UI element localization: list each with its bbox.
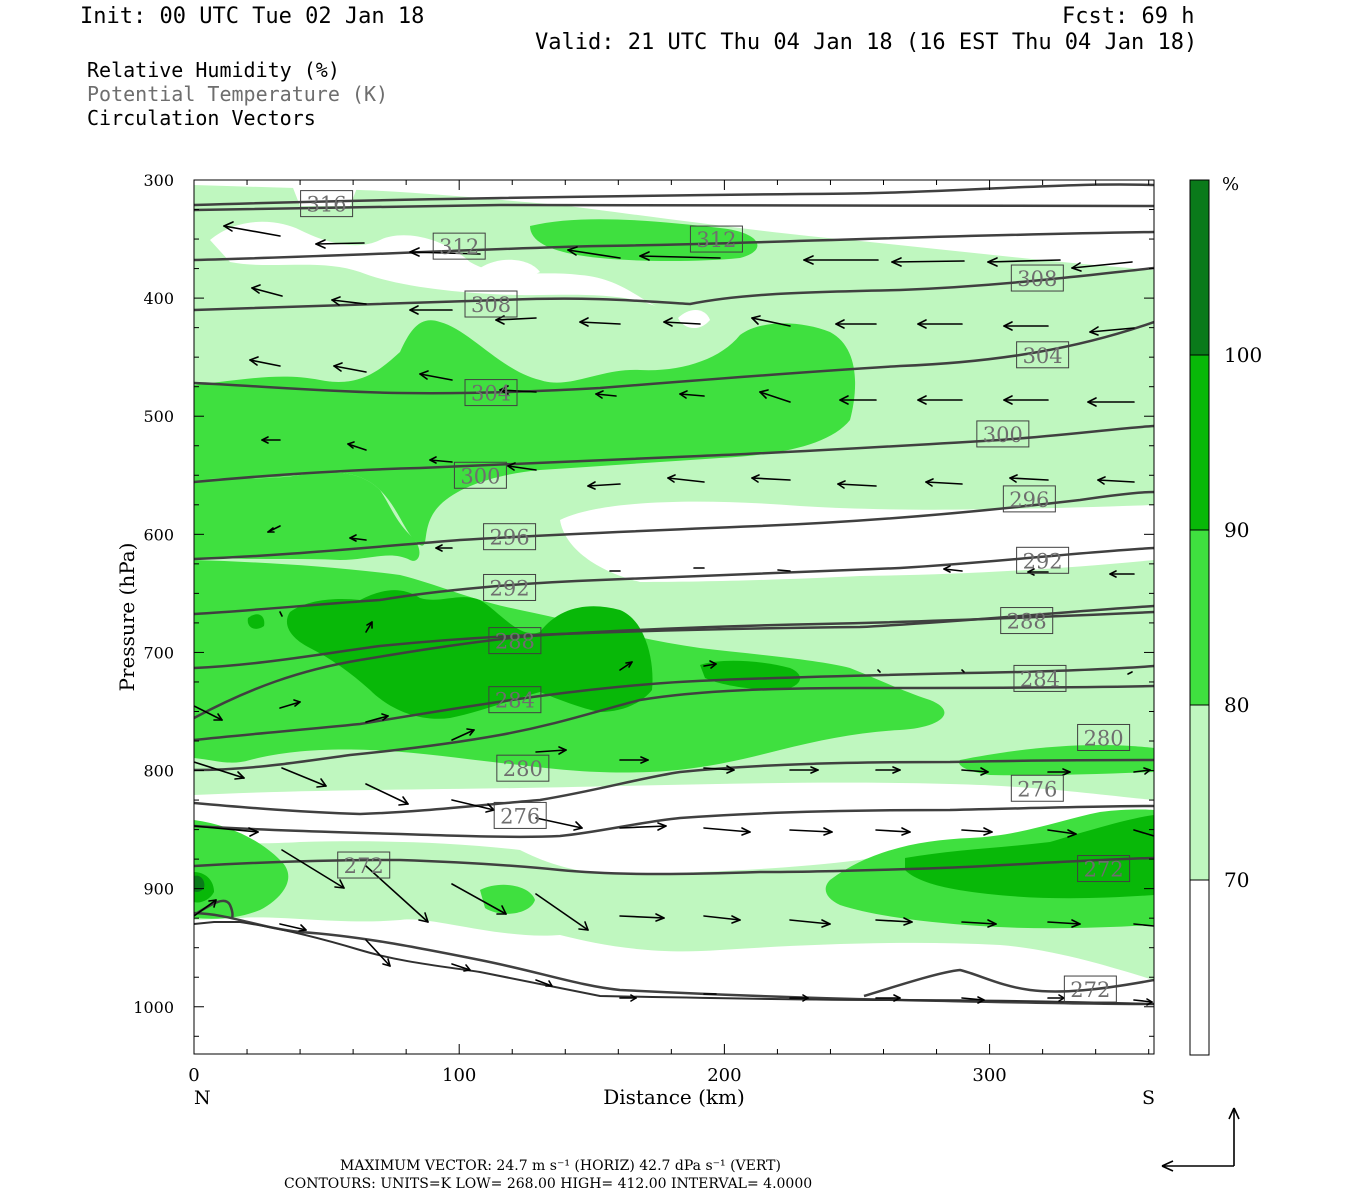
isentrope-label: 296 [490,526,530,550]
isentrope-label: 284 [495,689,535,713]
y-tick-label: 300 [143,171,174,190]
colorbar-label: 80 [1224,693,1249,717]
colorbar-swatch-90-100 [1190,355,1209,530]
valid-time: Valid: 21 UTC Thu 04 Jan 18 (16 EST Thu … [535,30,1198,55]
isentrope-label-box [493,801,547,829]
isentrope-label: 300 [983,423,1023,447]
isentropes [194,183,1154,1006]
isentrope-labels: 316 312 312 308 308 304 304 300 300 296 296 292 292 2… [300,190,1131,1003]
isentrope-label-box [1016,546,1070,574]
isentrope-label-box [689,225,743,253]
y-axis-label: Pressure (hPa) [115,543,139,692]
isentrope-label: 280 [1084,726,1124,750]
colorbar-swatch-70-80 [1190,705,1209,880]
isentrope-label: 304 [471,382,511,406]
plot-frame [193,179,1155,1055]
isentrope-label-box [488,686,542,714]
isentrope-label-box [1063,975,1117,1003]
reference-vector-icon [1161,1107,1240,1172]
isentrope-label: 280 [503,757,543,781]
x-tick-labels: 0 100 200 300 [188,1065,1006,1086]
isentrope-label: 292 [490,576,530,600]
isentrope-label-box [1016,341,1070,369]
isentrope-label: 304 [1023,344,1063,368]
circulation-vectors [194,221,1154,1006]
isentrope-label-box [453,461,507,489]
isentrope-label-box [1002,485,1056,513]
contours-footer: CONTOURS: UNITS=K LOW= 268.00 HIGH= 412.… [284,1176,813,1192]
y-tick-labels: 300 400 500 600 700 800 900 1000 [133,171,174,1017]
isentrope-label-box [496,754,550,782]
x-tick-label: 200 [707,1065,741,1086]
isentrope-label: 272 [1084,858,1124,882]
isentrope-label: 276 [1017,777,1057,801]
y-tick-label: 400 [143,289,174,308]
colorbar-label: 70 [1224,868,1249,892]
init-time: Init: 00 UTC Tue 02 Jan 18 [80,4,425,29]
isentrope-label-box [1010,774,1064,802]
colorbar-swatch-100 [1190,180,1209,355]
isentrope-label-box [464,290,518,318]
x-axis-label: Distance (km) [603,1085,745,1109]
isentrope-label: 296 [1009,488,1049,512]
colorbar-unit: % [1222,174,1239,195]
isentrope-label-box [337,851,391,879]
isentrope-label-box [1000,607,1054,635]
isentrope-label: 312 [696,228,736,252]
isentrope-label: 308 [471,293,511,317]
isentrope-label: 300 [460,464,500,488]
isentrope-label: 312 [439,235,479,259]
colorbar-label: 90 [1224,518,1249,542]
rh-100-fill [194,875,205,893]
x-tick-label: 300 [972,1065,1006,1086]
x-tick-label: 100 [442,1065,476,1086]
isentrope-label-box [432,232,486,260]
isentrope-label: 288 [495,630,535,654]
colorbar-swatch-below-70 [1190,880,1209,1055]
y-tick-label: 500 [143,407,174,426]
isentrope-label-box [1077,723,1131,751]
isentrope-label: 292 [1023,549,1063,573]
isentrope-label: 276 [500,804,540,828]
isentrope-label-box [488,627,542,655]
isentrope-label-box [1077,855,1131,883]
colorbar-swatch-80-90 [1190,530,1209,705]
x-end-left-label: N [194,1087,211,1109]
isentrope-label-box [483,573,537,601]
y-tick-label: 1000 [133,998,174,1017]
y-tick-label: 900 [143,880,174,899]
isentrope-label: 288 [1007,610,1047,634]
terrain-boundary [194,921,1154,1005]
colorbar-label: 100 [1224,343,1262,367]
isentrope-label: 316 [307,193,347,217]
x-end-right-label: S [1142,1087,1155,1109]
isentrope-label: 308 [1017,267,1057,291]
isentrope-label: 284 [1020,667,1060,691]
isentrope-label: 272 [1070,978,1110,1002]
x-tick-label: 0 [188,1065,199,1086]
isentrope-label: 272 [344,854,384,878]
y-tick-label: 800 [143,762,174,781]
rh-90-100-fill [194,590,1154,903]
isentrope-label-box [976,420,1030,448]
isentrope-label-box [1013,664,1067,692]
isentrope-label-box [464,379,518,407]
forecast-hour: Fcst: 69 h [1062,4,1195,29]
legend-rh: Relative Humidity (%) [87,58,340,82]
isentrope-label-box [1010,264,1064,292]
y-tick-label: 700 [143,643,174,662]
colorbar: % 70 80 90 100 [1189,174,1262,1056]
legend-vectors: Circulation Vectors [87,106,316,130]
max-vector-footer: MAXIMUM VECTOR: 24.7 m s⁻¹ (HORIZ) 42.7 … [340,1158,781,1174]
axis-ticks [193,179,1154,1054]
isentrope-label-box [300,190,354,218]
legend-theta: Potential Temperature (K) [87,82,389,106]
isentrope-label-box [483,523,537,551]
y-tick-label: 600 [143,525,174,544]
